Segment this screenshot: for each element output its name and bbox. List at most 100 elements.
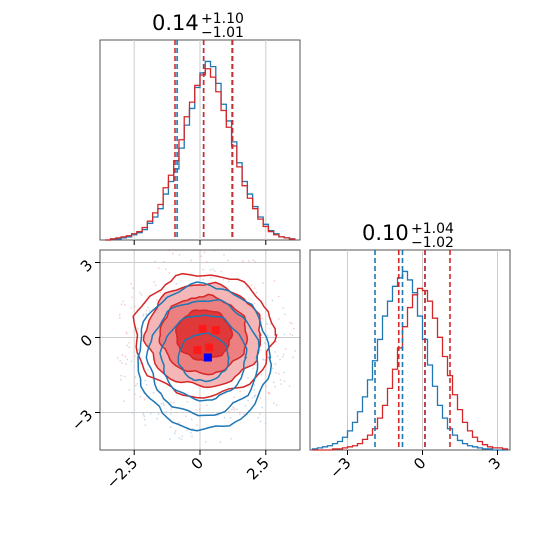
sample-point xyxy=(128,388,131,391)
sample-point xyxy=(254,261,257,263)
sample-point xyxy=(273,279,276,282)
blue-contour-level xyxy=(177,332,230,383)
sample-point xyxy=(143,418,146,421)
sample-point xyxy=(274,363,277,366)
sample-point xyxy=(272,367,274,370)
sample-point xyxy=(175,282,178,285)
sample-point xyxy=(169,413,172,415)
sample-point xyxy=(143,415,146,418)
sample-point xyxy=(244,405,247,407)
x-tick-label: −2.5 xyxy=(103,454,141,492)
ticks: −3 0 3 xyxy=(326,450,505,482)
sample-point xyxy=(169,438,171,440)
sample-point xyxy=(131,296,134,299)
sample-point xyxy=(162,260,165,263)
sample-point xyxy=(185,415,187,418)
axes-frame xyxy=(309,249,511,451)
histogram-step-red xyxy=(312,287,509,451)
sample-point xyxy=(283,313,286,316)
sample-point xyxy=(136,383,139,385)
sample-point xyxy=(143,398,146,401)
sample-point xyxy=(145,309,148,312)
sample-point xyxy=(203,251,206,254)
sample-point xyxy=(157,267,160,270)
sample-point xyxy=(255,291,258,294)
sample-point xyxy=(130,360,133,363)
sample-point xyxy=(190,431,192,434)
sample-point xyxy=(259,349,262,351)
sample-point xyxy=(230,408,233,411)
sample-point xyxy=(118,313,121,316)
sample-point xyxy=(122,300,125,303)
sample-point xyxy=(223,416,226,419)
sample-point xyxy=(118,317,121,319)
sample-point xyxy=(209,268,212,271)
y-tick-label: 0 xyxy=(77,331,96,350)
sample-point xyxy=(202,278,205,281)
peak-markers xyxy=(193,324,220,362)
sample-point xyxy=(271,299,274,302)
sample-point xyxy=(123,400,125,403)
sample-point xyxy=(260,373,263,376)
blue-contour-level xyxy=(137,281,273,432)
joint-contour-panel: −2.5 0 2.5 −3 0 3 xyxy=(68,244,301,492)
sample-point xyxy=(220,270,223,273)
sample-point xyxy=(209,244,211,246)
sample-point xyxy=(186,400,189,403)
blue-contour-level xyxy=(159,314,248,402)
sample-point xyxy=(128,346,130,349)
sample-point xyxy=(190,418,193,421)
y-tick-label: −3 xyxy=(68,406,96,434)
sample-point xyxy=(282,306,285,309)
sample-point xyxy=(228,410,230,413)
sample-point xyxy=(263,342,266,345)
sample-point xyxy=(156,417,159,420)
sample-point xyxy=(209,276,212,279)
sample-point xyxy=(119,359,122,362)
sample-point xyxy=(233,396,235,399)
sample-point xyxy=(267,391,270,394)
sample-point xyxy=(247,376,249,379)
x-tick-label: 0 xyxy=(188,454,207,473)
sample-point xyxy=(246,285,248,288)
sample-point xyxy=(165,411,168,413)
sample-point xyxy=(142,314,145,317)
sample-point xyxy=(277,318,280,320)
sample-point xyxy=(121,353,124,356)
sample-point xyxy=(195,409,198,411)
sample-point xyxy=(227,259,230,262)
sample-point xyxy=(134,354,136,357)
sample-point xyxy=(294,349,297,352)
sample-point xyxy=(160,402,163,405)
sample-point xyxy=(261,406,263,409)
sample-point xyxy=(128,341,130,344)
red-density-peak xyxy=(193,346,202,354)
sample-point xyxy=(289,321,292,324)
sample-point xyxy=(154,284,157,287)
sample-point xyxy=(252,259,255,262)
sample-point xyxy=(268,392,271,395)
red-density-peak xyxy=(198,324,207,333)
sample-point xyxy=(137,348,140,351)
title-upper: +1.04 xyxy=(411,221,454,237)
sample-point xyxy=(153,281,156,283)
sample-point xyxy=(124,375,126,378)
sample-point xyxy=(173,432,176,435)
sample-point xyxy=(274,371,277,374)
sample-point xyxy=(168,271,171,274)
sample-point xyxy=(272,381,275,384)
sample-point xyxy=(266,322,269,325)
sample-point xyxy=(174,430,177,432)
sample-point xyxy=(125,331,128,334)
sample-point xyxy=(275,340,278,343)
sample-point xyxy=(274,385,277,388)
sample-point xyxy=(198,408,201,411)
sample-point xyxy=(154,260,157,263)
sample-point xyxy=(196,424,198,426)
sample-point xyxy=(223,253,225,256)
sample-point xyxy=(233,409,236,411)
sample-point xyxy=(131,411,134,414)
x-tick-label: 3 xyxy=(485,454,504,473)
sample-point xyxy=(261,317,264,320)
